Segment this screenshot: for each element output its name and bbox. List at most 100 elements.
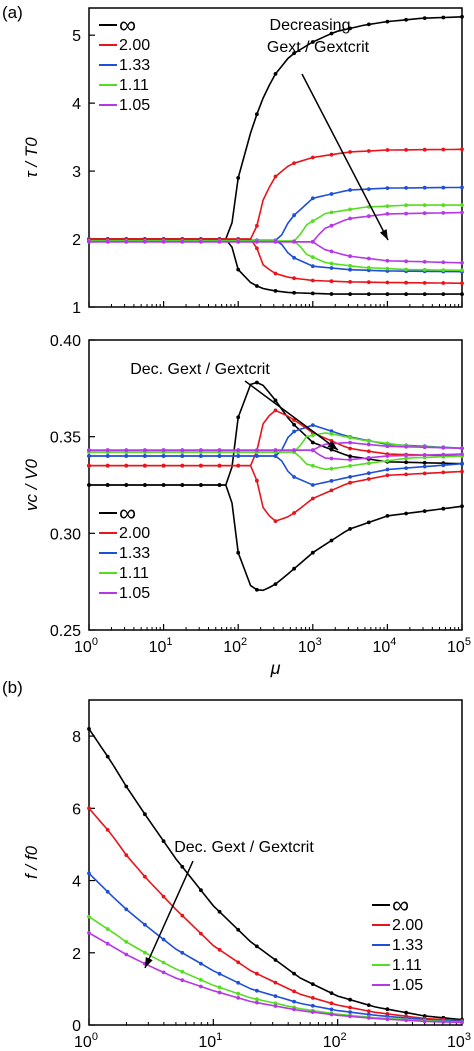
data-point <box>385 19 390 24</box>
data-point <box>385 1017 390 1022</box>
data-point <box>348 207 352 212</box>
chart-0: 1 2 3 4 5 τ / T0 ∞2.00 1.33 1.11 1.05 Decreasing Ge… <box>22 7 464 317</box>
legend-entry: 1.33 <box>119 57 150 74</box>
arrow-head <box>145 957 153 968</box>
data-point <box>161 448 166 453</box>
data-point <box>124 463 129 468</box>
legend-entry: 2.00 <box>119 525 150 542</box>
y-tick-label: 0 <box>72 1018 81 1035</box>
data-point <box>87 806 91 811</box>
data-point <box>404 280 408 285</box>
data-point <box>255 988 259 993</box>
data-point <box>105 828 110 832</box>
data-point <box>124 448 129 453</box>
data-point <box>143 448 147 453</box>
y-axis-label: f / f0 <box>22 845 41 879</box>
data-point <box>217 971 222 976</box>
data-point <box>366 439 371 443</box>
series-1-05 <box>87 440 464 462</box>
data-point <box>236 980 241 985</box>
data-point <box>236 239 241 244</box>
series-upper-branch <box>89 204 462 242</box>
data-point <box>124 239 129 244</box>
data-point <box>310 1003 315 1008</box>
data-point <box>366 461 371 466</box>
data-point <box>105 239 110 244</box>
data-point <box>310 219 315 224</box>
data-point <box>366 477 371 481</box>
data-point <box>310 996 315 1000</box>
data-point <box>143 922 147 927</box>
data-point <box>422 147 427 152</box>
data-point <box>460 461 464 466</box>
data-point <box>404 472 408 477</box>
series-2-00 <box>87 147 464 286</box>
data-point <box>310 440 315 445</box>
data-point <box>236 454 241 458</box>
data-point <box>310 155 315 160</box>
data-point <box>292 429 296 434</box>
data-point <box>161 839 166 844</box>
data-point <box>422 203 427 208</box>
data-point <box>236 176 241 180</box>
data-point <box>366 149 371 153</box>
data-point <box>236 415 241 420</box>
data-point <box>385 458 390 463</box>
data-point <box>329 223 334 228</box>
data-point <box>310 463 315 468</box>
data-point <box>273 582 278 586</box>
data-point <box>255 246 259 251</box>
data-point <box>348 1005 352 1010</box>
data-point <box>180 454 185 458</box>
y-tick-label: 5 <box>72 28 81 45</box>
data-point <box>255 944 259 949</box>
data-point <box>385 441 390 446</box>
data-point <box>422 460 427 465</box>
annotation-arrow <box>301 73 389 241</box>
data-point <box>143 812 147 817</box>
data-point <box>404 444 408 449</box>
series-1-05 <box>87 210 464 265</box>
data-point <box>404 17 408 22</box>
data-point <box>87 931 91 935</box>
data-point <box>329 266 334 270</box>
plot-frame <box>88 699 463 1026</box>
data-point <box>460 185 464 190</box>
series-lower-branch <box>89 455 463 486</box>
data-point <box>329 466 334 471</box>
data-point <box>348 150 352 154</box>
data-point <box>366 1016 371 1020</box>
data-point <box>348 188 352 192</box>
data-point <box>329 538 334 543</box>
legend-entry: 1.05 <box>119 585 150 602</box>
data-point <box>105 754 110 759</box>
annotation-line1: Decreasing <box>270 17 351 34</box>
data-point <box>460 1020 464 1025</box>
data-point <box>292 566 296 571</box>
data-point <box>441 147 446 152</box>
data-point <box>161 483 166 487</box>
series-lower-branch <box>89 239 463 273</box>
y-axis-label: τ / T0 <box>22 137 41 178</box>
data-point <box>422 1019 427 1024</box>
data-point <box>255 454 259 458</box>
data-point <box>217 985 222 990</box>
x-tick-label: 102 <box>223 636 247 656</box>
data-point <box>404 267 408 272</box>
data-point <box>404 211 408 216</box>
data-point <box>441 203 446 208</box>
data-point <box>199 931 203 936</box>
data-point <box>310 239 315 244</box>
data-point <box>348 997 352 1002</box>
data-point <box>422 259 427 264</box>
data-point <box>255 380 259 385</box>
data-point <box>329 192 334 196</box>
data-point <box>87 727 91 731</box>
data-point <box>329 429 334 433</box>
data-point <box>422 464 427 469</box>
data-point <box>236 267 241 272</box>
data-point <box>180 463 185 468</box>
data-point <box>105 448 110 453</box>
data-point <box>255 112 259 117</box>
data-point <box>385 514 390 518</box>
